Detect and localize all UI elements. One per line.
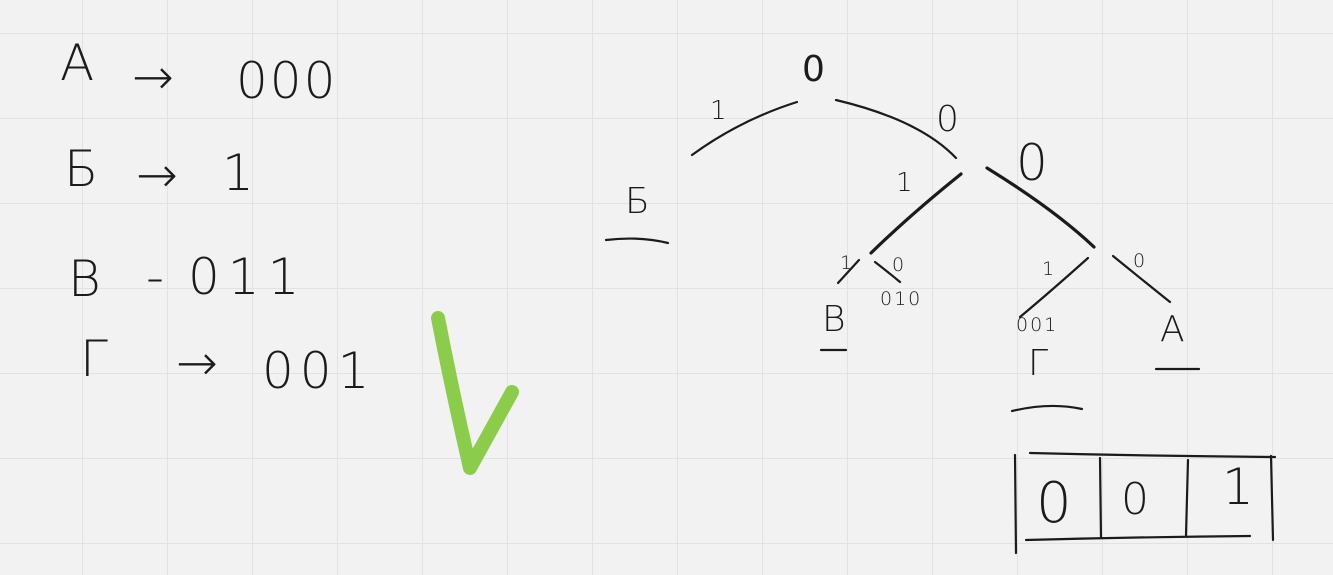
letter-a: А: [60, 34, 95, 92]
leaf-a: А: [1160, 309, 1185, 350]
green-checkmark: [431, 311, 519, 475]
code-b: 1: [222, 144, 254, 202]
code-box-frame: [1013, 451, 1277, 555]
edge-g: [1018, 256, 1090, 319]
edge-label-root-left: 1: [710, 96, 727, 126]
edge-v-1: [836, 258, 861, 285]
letter-g: Г: [80, 330, 108, 388]
box-digit-3: 1: [1222, 458, 1254, 516]
code-v: 011: [188, 248, 308, 306]
edge-label-v-1: 1: [840, 252, 853, 274]
edge-label-v-0: 0: [892, 254, 905, 276]
edge-label-root-right: 0: [936, 99, 959, 140]
underline-g: [1010, 404, 1084, 413]
code-label-v: 010: [880, 288, 923, 310]
letter-b: Б: [64, 140, 99, 198]
edge-root-right: [834, 98, 958, 160]
box-digit-1: 0: [1036, 471, 1072, 536]
leaf-b: Б: [625, 181, 650, 222]
dash: -: [146, 248, 165, 306]
edge-inner-right: [985, 166, 1096, 249]
edge-label-inner-left: 1: [896, 168, 913, 198]
code-a: 000: [236, 52, 338, 110]
root-label: 0: [802, 49, 825, 90]
edge-a: [1111, 254, 1172, 304]
inner-node-label: 0: [1016, 134, 1048, 192]
leaf-g: Г: [1028, 343, 1049, 384]
edge-inner-left: [869, 172, 963, 255]
arrow: →: [132, 48, 174, 106]
underline-b: [604, 237, 670, 245]
edge-v-0: [873, 260, 902, 284]
code-g: 001: [262, 342, 376, 400]
code-label-g: 001: [1016, 314, 1059, 336]
edge-label-g: 1: [1042, 258, 1055, 280]
letter-v: В: [68, 250, 101, 308]
arrow: →: [136, 146, 178, 204]
leaf-v: В: [822, 299, 846, 340]
edge-label-a: 0: [1133, 250, 1146, 272]
edge-root-left: [690, 100, 799, 157]
box-digit-2: 0: [1121, 474, 1149, 525]
arrow: →: [176, 334, 218, 392]
